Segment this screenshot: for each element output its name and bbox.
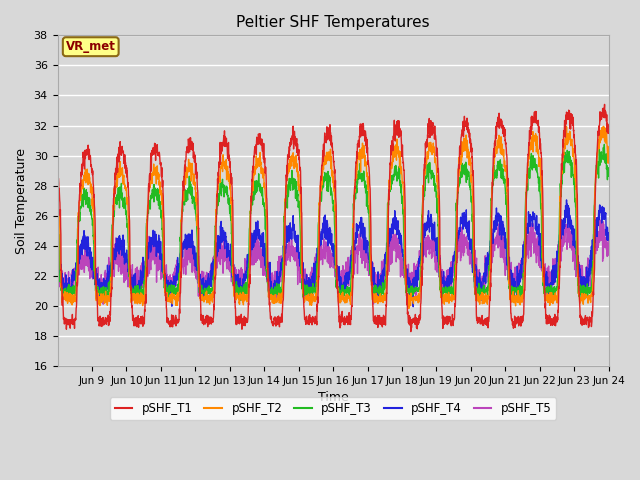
pSHF_T2 [597,137,605,143]
Legend: pSHF_T1, pSHF_T2, pSHF_T3, pSHF_T4, pSHF_T5: pSHF_T1, pSHF_T2, pSHF_T3, pSHF_T4, pSHF… [110,397,556,420]
pSHF_T1 [54,176,61,181]
pSHF_T5 [605,238,612,243]
Y-axis label: Soil Temperature: Soil Temperature [15,148,28,253]
pSHF_T3 [499,166,507,172]
pSHF_T3 [605,173,612,179]
Line: pSHF_T5: pSHF_T5 [58,220,609,304]
pSHF_T2 [405,306,413,312]
pSHF_T4 [366,259,374,265]
pSHF_T5 [109,258,116,264]
pSHF_T3 [228,231,236,237]
Text: VR_met: VR_met [66,40,116,53]
pSHF_T5 [228,276,236,282]
pSHF_T1 [499,131,507,136]
Line: pSHF_T3: pSHF_T3 [58,144,609,301]
pSHF_T5 [99,301,107,307]
pSHF_T4 [410,304,417,310]
pSHF_T1 [597,110,605,116]
pSHF_T3 [54,212,61,217]
pSHF_T5 [366,268,374,274]
Title: Peltier SHF Temperatures: Peltier SHF Temperatures [236,15,430,30]
X-axis label: Time: Time [317,391,348,404]
pSHF_T3 [438,298,446,304]
pSHF_T1 [407,329,415,335]
pSHF_T2 [530,137,538,143]
pSHF_T3 [597,149,605,155]
pSHF_T2 [109,227,116,233]
pSHF_T2 [600,123,607,129]
pSHF_T4 [563,197,570,203]
pSHF_T4 [530,216,538,222]
pSHF_T2 [54,184,61,190]
pSHF_T2 [499,151,507,156]
Line: pSHF_T2: pSHF_T2 [58,126,609,309]
pSHF_T4 [597,204,605,210]
pSHF_T2 [366,207,374,213]
pSHF_T5 [597,230,605,236]
pSHF_T1 [228,181,236,187]
pSHF_T2 [605,150,612,156]
pSHF_T3 [600,142,608,147]
pSHF_T5 [596,217,604,223]
pSHF_T1 [605,122,612,128]
pSHF_T4 [605,230,612,236]
pSHF_T4 [109,250,116,255]
pSHF_T1 [530,114,538,120]
Line: pSHF_T1: pSHF_T1 [58,104,609,332]
pSHF_T1 [366,184,374,190]
pSHF_T4 [54,270,61,276]
pSHF_T5 [499,234,507,240]
pSHF_T1 [109,266,116,272]
pSHF_T3 [109,222,116,228]
pSHF_T3 [366,264,374,270]
pSHF_T4 [228,255,236,261]
pSHF_T2 [228,195,236,201]
pSHF_T5 [54,265,61,271]
Line: pSHF_T4: pSHF_T4 [58,200,609,307]
pSHF_T4 [499,229,507,235]
pSHF_T5 [530,241,538,247]
pSHF_T3 [530,161,538,167]
pSHF_T1 [601,101,609,107]
